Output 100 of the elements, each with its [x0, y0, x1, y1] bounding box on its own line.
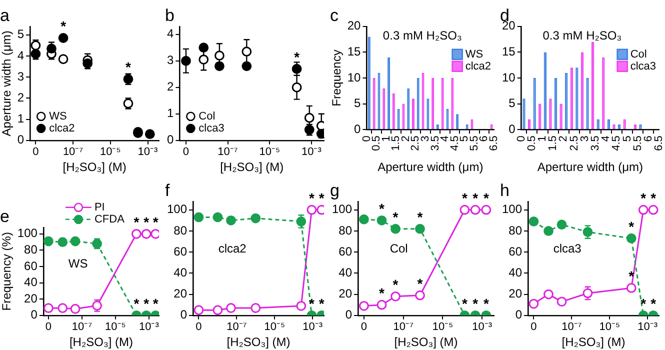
annotation: * — [417, 275, 424, 292]
x-axis-title: Aperture width (μm) — [537, 160, 643, 174]
x-axis-title: [H₂SO₃] (M) — [562, 335, 626, 350]
y-tick-label: 20 — [347, 18, 362, 33]
x-axis-title: [H₂SO₃] (M) — [220, 160, 284, 174]
annotation: * — [144, 295, 150, 312]
x-tick-label: 10⁻⁵ — [432, 321, 454, 334]
legend-label: clca2 — [465, 60, 492, 72]
x-tick-label: 10⁻⁷ — [562, 321, 582, 334]
annotation: * — [628, 218, 635, 234]
y-tick-label: 1 — [17, 112, 24, 126]
annotation: * — [462, 295, 468, 312]
chart-title: c — [330, 6, 339, 25]
annotation: * — [462, 190, 468, 206]
y-tick-label: 15 — [347, 44, 362, 59]
x-tick-label: 4.5 — [448, 136, 461, 151]
y-axis-title: Aperture width (μm) — [0, 30, 14, 136]
x-tick-label: 10⁻³ — [301, 146, 322, 158]
y-tick-label: 80 — [508, 223, 522, 238]
y-tick-label: 3 — [166, 53, 174, 68]
x-tick-label: 10⁻³ — [472, 321, 492, 334]
y-tick-label: 4 — [17, 48, 24, 62]
y-tick-label: 0 — [30, 308, 38, 322]
annotation: * — [417, 208, 424, 225]
legend-label: Col — [198, 110, 216, 122]
y-tick-label: 40 — [508, 265, 522, 280]
annotation: * — [483, 295, 490, 312]
y-tick-label: 10 — [347, 70, 362, 84]
annotation: * — [379, 200, 386, 216]
y-axis-title: Frequency — [330, 50, 344, 106]
x-tick-label: 0 — [515, 136, 528, 142]
x-tick-label: 10⁻³ — [138, 146, 158, 158]
annotation: * — [144, 214, 150, 230]
annotation: * — [640, 190, 647, 206]
annotation: * — [640, 295, 647, 312]
x-tick-label: 4 — [600, 136, 612, 142]
annotation: clca2 — [218, 242, 247, 256]
annotation: * — [308, 190, 315, 206]
x-tick-label: 10⁻⁷ — [226, 321, 247, 334]
x-tick-label: 6 — [642, 136, 654, 142]
y-tick-label: 0 — [515, 308, 522, 322]
legend-label: WS — [49, 110, 67, 122]
x-tick-label: 10⁻⁵ — [259, 146, 280, 158]
y-axis-title: Frequency (%) — [0, 232, 14, 311]
y-tick-label: 4 — [166, 26, 174, 41]
y-tick-label: 60 — [24, 258, 38, 273]
chart-title: g — [330, 180, 340, 200]
annotation: * — [152, 295, 159, 312]
y-tick-label: 60 — [508, 244, 522, 258]
x-tick-label: 3 — [578, 136, 591, 142]
chart-title: a — [0, 6, 10, 25]
y-tick-label: 2 — [17, 90, 24, 104]
x-tick-label: 10⁻⁷ — [62, 146, 84, 158]
y-tick-label: 10 — [502, 70, 516, 84]
y-tick-label: 80 — [174, 223, 188, 238]
annotation: * — [483, 190, 490, 206]
x-axis-title: [H₂SO₃] (M) — [62, 160, 126, 174]
annotation: * — [472, 190, 479, 206]
y-tick-label: 20 — [338, 286, 352, 301]
x-tick-label: 6.5 — [488, 136, 500, 151]
x-tick-label: 2 — [558, 136, 570, 142]
annotation: * — [134, 295, 140, 312]
y-tick-label: 3 — [17, 69, 24, 84]
y-tick-label: 20 — [508, 286, 522, 301]
annotation: clca3 — [553, 242, 582, 256]
annotation: 0.3 mM H₂SO₃ — [382, 28, 462, 43]
y-tick-label: 40 — [24, 275, 38, 290]
annotation: * — [318, 190, 325, 206]
x-tick-label: 0 — [196, 321, 202, 334]
annotation: * — [294, 48, 300, 65]
annotation: * — [152, 214, 159, 230]
y-tick-label: 40 — [338, 265, 352, 280]
legend-label: Col — [630, 48, 647, 60]
x-tick-label: 1 — [536, 136, 549, 142]
y-tick-label: 20 — [24, 291, 38, 306]
y-tick-label: 100 — [332, 202, 352, 216]
chart-title: f — [165, 180, 170, 200]
x-tick-label: 10⁻³ — [138, 321, 160, 334]
y-tick-label: 80 — [338, 223, 352, 238]
y-tick-label: 100 — [166, 202, 188, 216]
y-tick-label: 2 — [166, 80, 174, 94]
x-tick-label: 0.5 — [370, 136, 383, 151]
y-tick-label: 1 — [166, 106, 174, 120]
annotation: * — [134, 214, 140, 230]
x-tick-label: 3.5 — [590, 136, 602, 151]
y-tick-label: 15 — [502, 44, 516, 59]
x-tick-label: 5.5 — [632, 136, 644, 151]
x-tick-label: 1.5 — [547, 136, 560, 151]
annotation: WS — [68, 256, 88, 271]
y-tick-label: 5 — [354, 96, 362, 110]
legend-label: CFDA — [94, 213, 126, 226]
annotation: * — [318, 295, 325, 312]
x-tick-label: 5.5 — [468, 136, 480, 151]
x-tick-label: 0.5 — [526, 136, 538, 151]
annotation: * — [472, 295, 479, 312]
x-tick-label: 2.5 — [568, 136, 580, 151]
chart-title: h — [500, 180, 510, 200]
y-tick-label: 5 — [17, 27, 24, 42]
x-tick-label: 10⁻³ — [638, 321, 658, 334]
x-tick-label: 10⁻⁵ — [599, 321, 620, 334]
